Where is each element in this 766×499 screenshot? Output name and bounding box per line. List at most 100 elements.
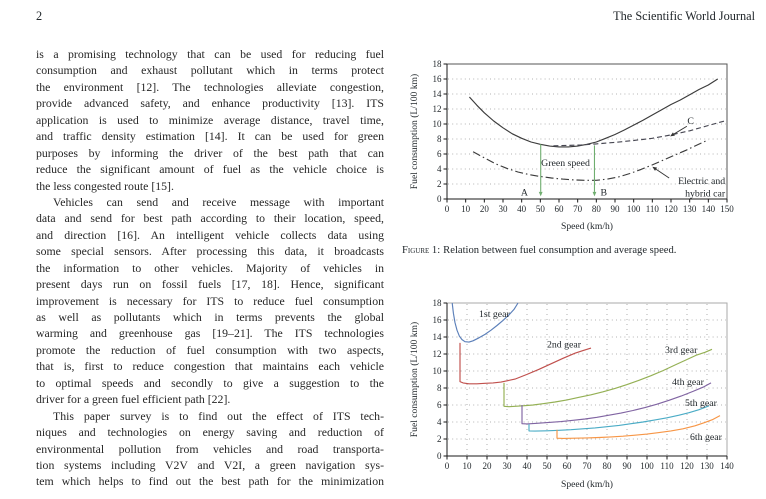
text-line: some special sensors. After processing t… xyxy=(36,244,384,259)
y-tick-label: 18 xyxy=(433,298,443,308)
text-line: reduce the significant amount of fuel as… xyxy=(36,162,384,177)
text-line: data and send for best path according to… xyxy=(36,211,384,226)
chart-annotation: 4th gear xyxy=(672,377,705,388)
x-tick-label: 140 xyxy=(720,461,734,471)
x-tick-label: 80 xyxy=(603,461,613,471)
y-axis-title: Fuel consumption (L/100 km) xyxy=(409,74,420,189)
figure1-caption-text: Relation between fuel consumption and av… xyxy=(443,245,677,256)
x-tick-label: 100 xyxy=(627,204,641,214)
green-speed-arrow-b-head xyxy=(592,191,597,197)
y-tick-label: 4 xyxy=(437,164,442,174)
x-tick-label: 150 xyxy=(720,204,734,214)
x-tick-label: 110 xyxy=(646,204,660,214)
text-line: the less congested route [15]. xyxy=(36,178,174,193)
chart-annotation: 5th gear xyxy=(685,398,718,409)
x-tick-label: 120 xyxy=(664,204,678,214)
text-line: improvement is necessary for ITS to redu… xyxy=(36,293,384,308)
text-line: that is, first to reduce congestion that… xyxy=(36,359,384,374)
chart-annotation: C xyxy=(687,116,694,127)
chart-annotation: Green speed xyxy=(541,158,590,169)
chart-annotation: 1st gear xyxy=(479,309,510,320)
text-line: tion systems including V2V and V2I, a gr… xyxy=(36,457,384,472)
x-tick-label: 20 xyxy=(480,204,490,214)
chart-annotation: 2nd gear xyxy=(547,340,582,351)
text-line: the environment [12]. The technologies a… xyxy=(36,79,384,94)
text-line: is a promising technology that can be us… xyxy=(36,47,384,61)
series-conventional-car xyxy=(468,78,719,148)
x-tick-label: 130 xyxy=(683,204,697,214)
y-tick-label: 10 xyxy=(433,366,443,376)
ehv-leader-arrow xyxy=(655,168,670,179)
x-tick-label: 110 xyxy=(660,461,674,471)
c-leader-arrow-head xyxy=(670,132,675,137)
x-tick-label: 80 xyxy=(592,204,602,214)
y-tick-label: 14 xyxy=(433,89,443,99)
x-tick-label: 10 xyxy=(463,461,473,471)
y-tick-label: 8 xyxy=(437,134,442,144)
chart-annotation: 6th gear xyxy=(690,432,723,443)
text-line: as well as pollutants which in terms pre… xyxy=(36,310,384,324)
y-tick-label: 12 xyxy=(433,104,442,114)
series-C xyxy=(553,119,728,147)
x-tick-label: 90 xyxy=(623,461,633,471)
y-axis-title: Fuel consumption (L/100 km) xyxy=(409,322,420,437)
y-tick-label: 18 xyxy=(433,59,443,69)
figure1-chart: 0 10 20 30 40 50 60 70 80 90 100 110 120 130 140 150 0 2 4… xyxy=(409,59,734,232)
chart-annotation: A xyxy=(521,187,528,198)
y-tick-label: 10 xyxy=(433,119,443,129)
series-electric-and-hybrid-car xyxy=(472,139,709,181)
text-line: application is used to minimize average … xyxy=(36,112,384,127)
journal-title: The Scientific World Journal xyxy=(613,9,755,23)
chart-annotation: Electric and xyxy=(678,176,725,187)
x-tick-label: 60 xyxy=(555,204,565,214)
chart-annotation: B xyxy=(601,187,608,198)
text-line: consumption and exhaust pollutant which … xyxy=(36,63,384,78)
page-number: 2 xyxy=(36,9,43,23)
series-4th-gear xyxy=(521,382,712,425)
y-tick-label: 2 xyxy=(437,434,442,444)
x-tick-label: 140 xyxy=(702,204,716,214)
y-tick-label: 16 xyxy=(433,74,443,84)
ehv-leader-arrow-head xyxy=(652,166,658,171)
text-line: This paper survey is to find out the eff… xyxy=(53,408,384,423)
x-tick-label: 120 xyxy=(680,461,694,471)
x-tick-label: 50 xyxy=(536,204,546,214)
x-tick-label: 30 xyxy=(499,204,509,214)
x-tick-label: 70 xyxy=(573,204,583,214)
text-line: promote the reduction of fuel consumptio… xyxy=(36,342,384,357)
y-tick-label: 14 xyxy=(433,332,443,342)
series-1st-gear xyxy=(451,302,519,343)
y-tick-label: 0 xyxy=(437,194,442,204)
text-line: to optimal speeds and secondly to give a… xyxy=(36,375,384,390)
y-tick-label: 6 xyxy=(437,400,442,410)
y-tick-label: 4 xyxy=(437,417,442,427)
text-line: purposes by informing the driver of the … xyxy=(36,145,384,160)
y-tick-label: 6 xyxy=(437,149,442,159)
series-3rd-gear xyxy=(503,348,713,408)
text-line: and traffic density estimation [14]. It … xyxy=(36,129,384,144)
text-line: Vehicles can send and receive message wi… xyxy=(53,194,384,209)
series-6th-gear xyxy=(556,415,721,439)
x-tick-label: 130 xyxy=(700,461,714,471)
figure1-caption: Figure 1: Relation between fuel consumpti… xyxy=(402,245,764,256)
x-tick-label: 60 xyxy=(563,461,573,471)
x-tick-label: 30 xyxy=(503,461,513,471)
text-line: niques and technologies on energy saving… xyxy=(36,425,384,440)
text-line: the information to other vehicles. Major… xyxy=(36,260,384,275)
x-tick-label: 40 xyxy=(523,461,533,471)
text-line: tem which helps to find out the best pat… xyxy=(36,474,384,489)
text-line: driver for a green fuel efficient path [… xyxy=(36,392,231,407)
x-tick-label: 20 xyxy=(483,461,493,471)
x-axis-title: Speed (km/h) xyxy=(561,479,613,490)
x-tick-label: 10 xyxy=(461,204,471,214)
chart-annotation: hybrid car xyxy=(685,188,726,199)
series-2nd-gear xyxy=(459,342,592,385)
x-tick-label: 90 xyxy=(611,204,621,214)
y-tick-label: 16 xyxy=(433,315,443,325)
text-line: environmental pollution from vehicles an… xyxy=(36,441,384,456)
article-text-column: is a promising technology that can be us… xyxy=(36,46,384,490)
y-tick-label: 12 xyxy=(433,349,442,359)
figure2-chart: 0 10 20 30 40 50 60 70 80 90 100 110 120 130 140 0 2 4 6 8 1… xyxy=(409,298,734,490)
text-line: and direction [16]. An intelligent vehic… xyxy=(36,227,384,242)
